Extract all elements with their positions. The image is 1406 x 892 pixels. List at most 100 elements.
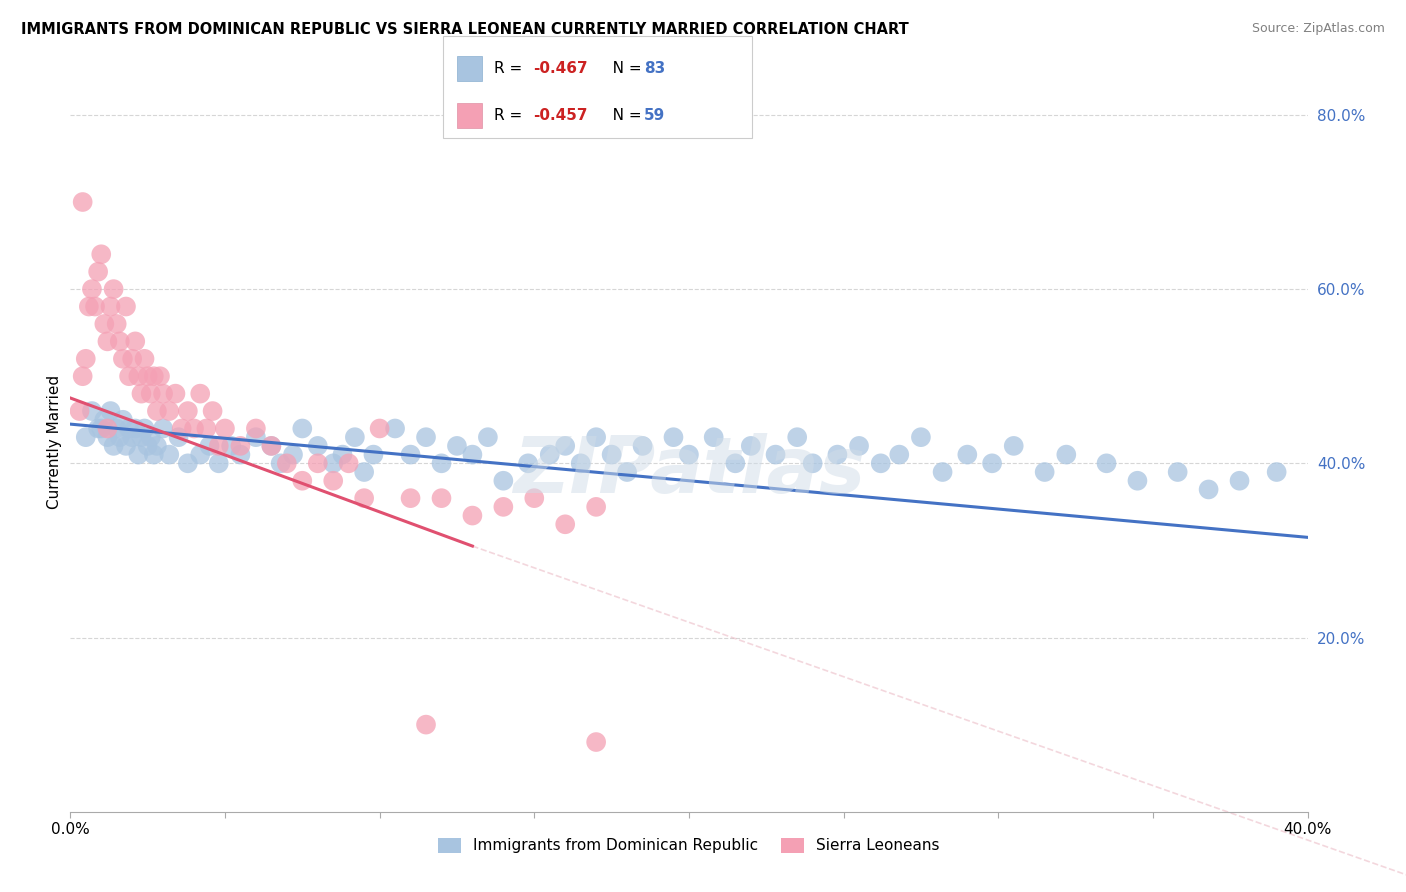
Point (105, 317, 128, 331)
Text: N =: N = (598, 61, 645, 76)
Point (127, 369, 149, 384)
Point (131, 430, 153, 444)
Point (87, 421, 110, 435)
Point (291, 421, 314, 435)
Point (368, 421, 391, 435)
Point (384, 421, 406, 435)
Point (134, 351, 156, 366)
Point (146, 404, 169, 418)
Point (111, 351, 134, 366)
Point (229, 448, 252, 462)
Text: -0.467: -0.467 (533, 61, 588, 76)
Point (124, 421, 146, 435)
Point (492, 500, 515, 514)
Point (90, 421, 112, 435)
Text: 83: 83 (644, 61, 665, 76)
Point (105, 421, 128, 435)
Point (910, 430, 932, 444)
Point (100, 404, 122, 418)
Point (827, 448, 849, 462)
Point (569, 456, 592, 470)
Point (1095, 456, 1118, 470)
Point (214, 421, 236, 435)
Point (415, 430, 437, 444)
Text: -0.457: -0.457 (533, 108, 588, 123)
Point (740, 439, 762, 453)
Point (87, 265, 110, 279)
Text: N =: N = (598, 108, 645, 123)
Point (322, 456, 344, 470)
Point (208, 439, 231, 453)
Point (343, 430, 366, 444)
Point (108, 430, 131, 444)
Point (554, 439, 576, 453)
Point (93, 317, 115, 331)
Point (157, 404, 180, 418)
Point (291, 474, 314, 488)
Point (96, 421, 118, 435)
Point (139, 430, 162, 444)
Point (1229, 474, 1251, 488)
Point (136, 369, 159, 384)
Point (260, 439, 283, 453)
Point (538, 448, 561, 462)
Point (430, 491, 453, 505)
Point (415, 717, 437, 731)
Point (1002, 439, 1025, 453)
Point (198, 439, 221, 453)
Point (765, 448, 787, 462)
Point (72, 194, 94, 209)
Point (399, 448, 422, 462)
Point (270, 456, 292, 470)
Point (931, 465, 953, 479)
Text: Source: ZipAtlas.com: Source: ZipAtlas.com (1251, 22, 1385, 36)
Point (1054, 448, 1077, 462)
Point (195, 421, 218, 435)
Text: R =: R = (494, 108, 527, 123)
Point (96, 430, 118, 444)
Point (136, 439, 159, 453)
Point (124, 334, 146, 349)
Point (170, 421, 193, 435)
Point (142, 448, 165, 462)
Point (260, 439, 283, 453)
Point (889, 448, 911, 462)
Point (245, 421, 267, 435)
Point (461, 448, 484, 462)
Point (1126, 474, 1149, 488)
Point (600, 448, 623, 462)
Point (1167, 465, 1189, 479)
Point (75, 351, 97, 366)
Point (307, 456, 329, 470)
Point (616, 465, 638, 479)
Point (157, 448, 180, 462)
Point (363, 448, 385, 462)
Point (1265, 465, 1288, 479)
Point (585, 735, 607, 749)
Point (585, 500, 607, 514)
Text: IMMIGRANTS FROM DOMINICAN REPUBLIC VS SIERRA LEONEAN CURRENTLY MARRIED CORRELATI: IMMIGRANTS FROM DOMINICAN REPUBLIC VS SI… (21, 22, 908, 37)
Point (77, 300, 100, 314)
Point (72, 369, 94, 384)
Y-axis label: Currently Married: Currently Married (46, 375, 62, 508)
Point (848, 439, 870, 453)
Point (281, 448, 304, 462)
Point (337, 456, 360, 470)
Point (703, 430, 725, 444)
Point (430, 456, 453, 470)
Point (75, 430, 97, 444)
Point (127, 448, 149, 462)
Point (131, 386, 153, 401)
Point (165, 386, 187, 401)
Legend: Immigrants from Dominican Republic, Sierra Leoneans: Immigrants from Dominican Republic, Sier… (432, 831, 946, 860)
Point (201, 404, 224, 418)
Point (353, 465, 375, 479)
Point (477, 430, 499, 444)
Point (118, 421, 141, 435)
Point (229, 439, 252, 453)
Point (662, 430, 685, 444)
Point (219, 439, 242, 453)
Point (517, 456, 540, 470)
Point (1033, 465, 1056, 479)
Point (96, 334, 118, 349)
